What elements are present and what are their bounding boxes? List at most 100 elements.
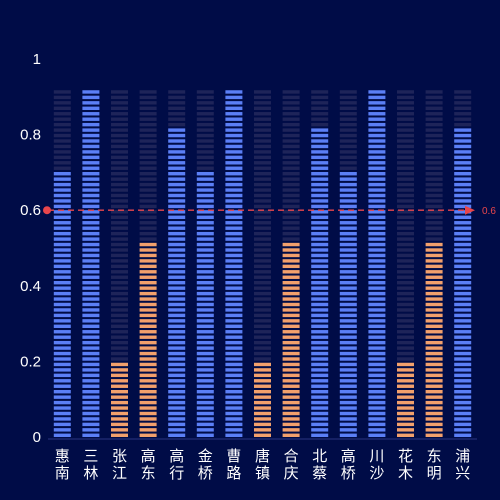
bar-segment-empty [282,150,300,154]
bar-segment-filled [368,362,386,367]
bar-segment-filled [53,302,71,307]
bar-segment-filled [196,411,214,416]
bar-川沙 [368,90,386,437]
bar-segment-filled [168,281,186,285]
bar-segment-filled [397,384,414,388]
bar-segment-empty [397,226,414,230]
bar-segment-filled [225,150,243,154]
bar-segment-filled [111,422,128,427]
bar-segment-filled [225,215,243,219]
bar-segment-empty [397,182,414,187]
bar-segment-empty [282,95,300,100]
bar-segment-empty [339,128,357,132]
bar-segment-filled [168,237,186,241]
bar-segment-filled [397,428,414,432]
bar-segment-filled [196,335,214,339]
bar-segment-empty [339,150,357,154]
bar-segment-filled [311,362,329,367]
bar-segment-filled [196,417,214,421]
bar-segment-empty [254,166,271,170]
bar-segment-filled [282,417,300,421]
bar-segment-empty [254,193,271,198]
bar-segment-filled [282,346,300,350]
bar-segment-empty [282,226,300,230]
bar-segment-empty [397,270,414,274]
bar-segment-empty [254,313,271,318]
bar-segment-filled [82,177,100,181]
bar-segment-filled [82,215,100,219]
bar-segment-filled [425,433,443,437]
bar-segment-filled [339,193,357,198]
bar-segment-filled [139,253,157,258]
bar-segment-filled [454,384,472,388]
bar-segment-filled [368,231,386,236]
bar-segment-empty [282,237,300,241]
bar-segment-filled [339,384,357,388]
bar-segment-filled [168,182,186,187]
bar-segment-filled [454,231,472,236]
bar-segment-empty [111,340,128,345]
bar-segment-filled [196,302,214,307]
bar-segment-filled [82,417,100,421]
bar-segment-filled [139,302,157,307]
bar-segment-filled [168,210,186,214]
bar-segment-filled [196,362,214,367]
bar-segment-empty [139,199,157,203]
x-tick-label: 浦兴 [455,447,470,482]
bar-segment-filled [454,433,472,437]
bar-segment-filled [454,144,472,149]
bar-segment-filled [225,346,243,350]
bar-segment-filled [168,330,186,334]
bar-segment-filled [196,182,214,187]
bar-segment-filled [168,362,186,367]
y-tick-label: 0.4 [20,278,41,295]
bar-segment-filled [225,242,243,247]
bar-segment-filled [196,242,214,247]
bar-segment-filled [168,253,186,258]
bar-segment-filled [339,340,357,345]
bar-segment-filled [454,357,472,361]
bar-segment-filled [368,335,386,339]
bar-segment-filled [168,133,186,138]
bar-segment-filled [339,177,357,181]
bar-segment-empty [311,106,329,110]
bar-segment-filled [397,373,414,378]
bar-东明 [425,90,443,437]
bar-segment-empty [196,112,214,116]
bar-segment-filled [168,193,186,198]
bar-segment-filled [168,188,186,192]
bar-segment-filled [339,411,357,416]
bar-segment-empty [282,199,300,203]
bar-segment-empty [254,253,271,258]
bar-segment-filled [311,215,329,219]
bar-高桥 [339,90,357,437]
bar-segment-filled [82,319,100,323]
bar-segment-filled [368,101,386,105]
bar-曹路 [225,90,243,437]
bar-segment-filled [368,221,386,225]
bar-segment-filled [339,395,357,399]
bar-segment-filled [82,313,100,318]
bar-segment-filled [254,390,271,394]
bar-segment-empty [454,90,472,94]
bar-segment-filled [53,215,71,219]
bar-segment-empty [282,122,300,127]
bar-segment-filled [82,144,100,149]
bar-segment-filled [225,340,243,345]
bar-segment-filled [311,379,329,383]
bar-segment-empty [397,253,414,258]
bar-segment-filled [368,308,386,312]
bar-segment-filled [311,182,329,187]
x-tick-label: 唐镇 [255,447,270,482]
bar-segment-filled [368,112,386,116]
bar-segment-empty [254,275,271,279]
bar-segment-filled [111,379,128,383]
bar-segment-filled [254,428,271,432]
bar-segment-empty [397,221,414,225]
bar-segment-empty [425,133,443,138]
bar-segment-filled [168,313,186,318]
bar-唐镇 [254,90,271,437]
bar-segment-filled [311,199,329,203]
bar-segment-filled [311,259,329,263]
bar-segment-empty [425,188,443,192]
